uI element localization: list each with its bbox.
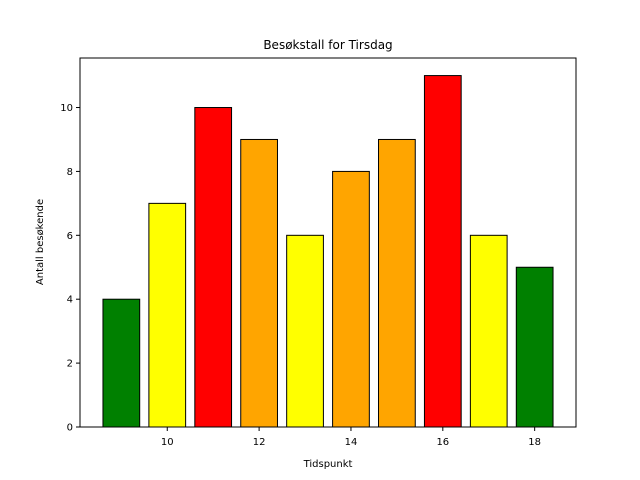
- bar-14: [332, 170, 370, 428]
- y-tick-label-6: 6: [67, 231, 73, 242]
- bar-17: [469, 234, 508, 428]
- y-axis-label: Antall besøkende: [35, 199, 46, 285]
- bars-group: [102, 75, 554, 428]
- y-tick-label-8: 8: [67, 167, 73, 178]
- chart-title: Besøkstall for Tirsdag: [263, 38, 392, 52]
- x-tick-label-10: 10: [161, 437, 174, 448]
- y-tick-label-4: 4: [67, 295, 73, 306]
- bar-11: [194, 107, 233, 428]
- bar-18: [515, 266, 554, 428]
- y-axis: 0 2 4 6 8 10: [60, 103, 80, 434]
- x-axis: 10 12 14 16 18: [161, 427, 541, 448]
- bar-12: [240, 138, 278, 428]
- x-tick-label-12: 12: [253, 437, 266, 448]
- x-tick-label-16: 16: [436, 437, 449, 448]
- x-tick-label-14: 14: [345, 437, 358, 448]
- y-tick-label-0: 0: [67, 423, 73, 434]
- y-tick-label-2: 2: [67, 359, 73, 370]
- plot-frame: [79, 57, 577, 428]
- bar-16: [423, 75, 462, 428]
- bar-10: [148, 202, 187, 428]
- bar-15: [378, 138, 416, 428]
- bar-9: [102, 298, 141, 428]
- x-axis-label: Tidspunkt: [303, 459, 353, 470]
- y-tick-label-10: 10: [60, 103, 73, 114]
- bar-13: [286, 234, 324, 428]
- x-tick-label-18: 18: [528, 437, 541, 448]
